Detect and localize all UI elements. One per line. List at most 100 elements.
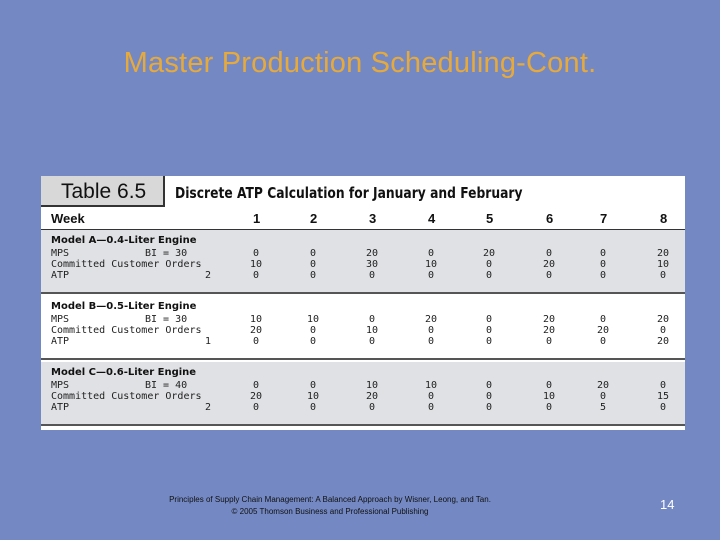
table-cell: 0 bbox=[309, 325, 317, 336]
table-cell: 10 bbox=[542, 391, 556, 402]
table-header: Table 6.5 Discrete ATP Calculation for J… bbox=[41, 176, 685, 209]
week-header-row: Week 1 2 3 4 5 6 7 8 bbox=[41, 209, 685, 230]
atp-table: Table 6.5 Discrete ATP Calculation for J… bbox=[41, 176, 685, 430]
table-cell: 0 bbox=[659, 380, 667, 391]
table-cell: 10 bbox=[365, 380, 379, 391]
table-cell: 0 bbox=[485, 259, 493, 270]
week-number: 6 bbox=[546, 211, 554, 226]
table-cell: 0 bbox=[368, 402, 376, 413]
table-cell: 0 bbox=[485, 391, 493, 402]
table-cell: 0 bbox=[599, 259, 607, 270]
table-cell: 0 bbox=[659, 325, 667, 336]
table-cell: 0 bbox=[252, 270, 260, 281]
table-cell: 20 bbox=[365, 248, 379, 259]
beginning-inventory: BI = 40 bbox=[145, 380, 188, 391]
table-cell: 15 bbox=[656, 391, 670, 402]
week-number: 1 bbox=[253, 211, 261, 226]
row-label: MPS bbox=[51, 380, 70, 391]
table-cell: 0 bbox=[368, 270, 376, 281]
row-label: MPS bbox=[51, 248, 70, 259]
week-number: 3 bbox=[369, 211, 377, 226]
table-cell: 0 bbox=[599, 270, 607, 281]
row-label: ATP bbox=[51, 402, 70, 413]
row-label: Committed Customer Orders bbox=[51, 325, 202, 336]
table-caption: Discrete ATP Calculation for January and… bbox=[175, 184, 523, 202]
table-row: ATP 2 0 0 0 0 0 0 0 0 bbox=[41, 270, 685, 281]
table-cell: 0 bbox=[309, 380, 317, 391]
table-cell: 10 bbox=[424, 380, 438, 391]
table-cell: 20 bbox=[365, 391, 379, 402]
table-cell: 20 bbox=[656, 248, 670, 259]
table-row: Committed Customer Orders 10 0 30 10 0 20 0 10 bbox=[41, 259, 685, 270]
table-cell: 10 bbox=[306, 314, 320, 325]
table-row: Committed Customer Orders 20 10 20 0 0 10 0 15 bbox=[41, 391, 685, 402]
table-cell: 20 bbox=[542, 259, 556, 270]
table-cell: 0 bbox=[545, 248, 553, 259]
model-block: Model A—0.4-Liter Engine MPS BI = 30 0 0 20 0 2… bbox=[41, 230, 685, 294]
row-label: MPS bbox=[51, 314, 70, 325]
table-cell: 0 bbox=[485, 336, 493, 347]
beginning-inventory: BI = 30 bbox=[145, 248, 188, 259]
table-label: Table 6.5 bbox=[41, 176, 165, 207]
table-cell: 0 bbox=[427, 248, 435, 259]
table-cell: 20 bbox=[596, 380, 610, 391]
table-cell: 20 bbox=[656, 314, 670, 325]
table-cell: 0 bbox=[599, 248, 607, 259]
table-row: MPS BI = 30 0 0 20 0 20 0 0 20 bbox=[41, 248, 685, 259]
table-cell: 30 bbox=[365, 259, 379, 270]
row-label: ATP bbox=[51, 270, 70, 281]
table-cell: 0 bbox=[427, 270, 435, 281]
table-cell: 20 bbox=[596, 325, 610, 336]
onhand-value: 2 bbox=[205, 270, 212, 281]
table-cell: 0 bbox=[252, 402, 260, 413]
table-cell: 0 bbox=[309, 248, 317, 259]
table-row: MPS BI = 30 10 10 0 20 0 20 0 20 bbox=[41, 314, 685, 325]
week-number: 2 bbox=[310, 211, 318, 226]
model-name: Model C—0.6-Liter Engine bbox=[51, 367, 197, 378]
row-label: Committed Customer Orders bbox=[51, 259, 202, 270]
table-cell: 20 bbox=[656, 336, 670, 347]
table-cell: 0 bbox=[252, 248, 260, 259]
model-name: Model A—0.4-Liter Engine bbox=[51, 235, 197, 246]
table-cell: 0 bbox=[659, 402, 667, 413]
table-cell: 0 bbox=[427, 402, 435, 413]
table-cell: 0 bbox=[427, 391, 435, 402]
footer-line-2: © 2005 Thomson Business and Professional… bbox=[231, 507, 429, 516]
table-cell: 0 bbox=[309, 270, 317, 281]
footer-line-1: Principles of Supply Chain Management: A… bbox=[169, 495, 491, 504]
onhand-value: 1 bbox=[205, 336, 212, 347]
table-row: ATP 1 0 0 0 0 0 0 0 20 bbox=[41, 336, 685, 347]
table-cell: 0 bbox=[545, 270, 553, 281]
table-cell: 0 bbox=[368, 314, 376, 325]
table-cell: 0 bbox=[485, 270, 493, 281]
model-block: Model C—0.6-Liter Engine MPS BI = 40 0 0 10 10… bbox=[41, 362, 685, 426]
table-cell: 10 bbox=[306, 391, 320, 402]
table-row: Committed Customer Orders 20 0 10 0 0 20 20 0 bbox=[41, 325, 685, 336]
table-cell: 0 bbox=[309, 259, 317, 270]
table-cell: 0 bbox=[545, 380, 553, 391]
model-name: Model B—0.5-Liter Engine bbox=[51, 301, 197, 312]
table-cell: 0 bbox=[485, 380, 493, 391]
table-cell: 10 bbox=[365, 325, 379, 336]
table-cell: 0 bbox=[545, 336, 553, 347]
table-cell: 0 bbox=[599, 391, 607, 402]
table-cell: 20 bbox=[249, 325, 263, 336]
page-number: 14 bbox=[660, 497, 675, 512]
table-cell: 20 bbox=[542, 314, 556, 325]
table-cell: 5 bbox=[599, 402, 607, 413]
week-number: 5 bbox=[486, 211, 494, 226]
table-cell: 0 bbox=[545, 402, 553, 413]
slide-title: Master Production Scheduling-Cont. bbox=[123, 47, 597, 79]
table-cell: 0 bbox=[427, 336, 435, 347]
table-cell: 0 bbox=[485, 325, 493, 336]
model-block: Model B—0.5-Liter Engine MPS BI = 30 10 10 0 2… bbox=[41, 296, 685, 360]
table-cell: 0 bbox=[599, 314, 607, 325]
week-number: 8 bbox=[660, 211, 668, 226]
table-cell: 10 bbox=[424, 259, 438, 270]
week-label: Week bbox=[51, 211, 85, 226]
week-number: 4 bbox=[428, 211, 436, 226]
table-cell: 20 bbox=[482, 248, 496, 259]
table-cell: 10 bbox=[656, 259, 670, 270]
table-cell: 0 bbox=[485, 314, 493, 325]
table-cell: 0 bbox=[309, 402, 317, 413]
